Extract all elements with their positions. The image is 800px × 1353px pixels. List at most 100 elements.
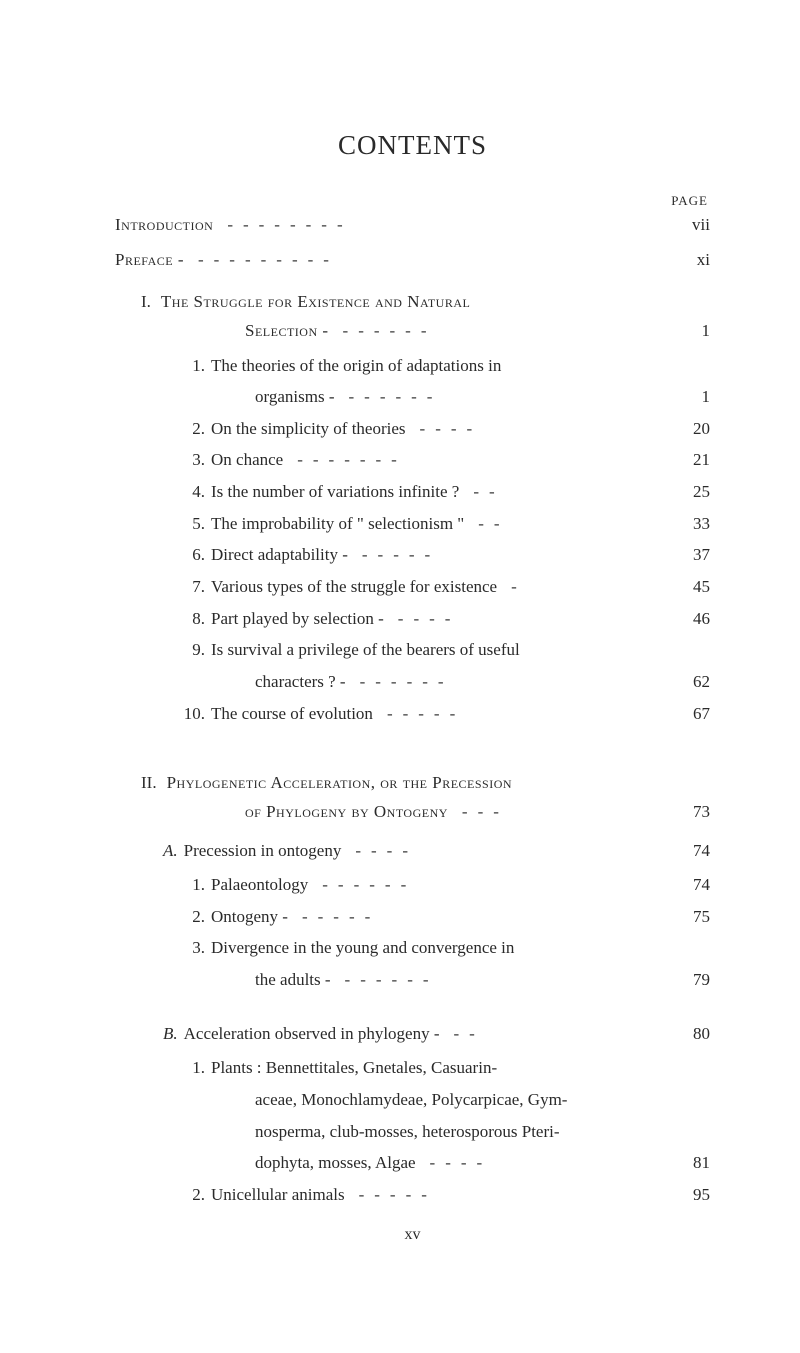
toc-label: 7.Various types of the struggle for exis…: [183, 575, 660, 600]
toc-text: Unicellular animals: [211, 1183, 345, 1208]
toc-label: B.Acceleration observed in phylogeny ---: [163, 1022, 660, 1047]
toc-text: Direct adaptability -: [211, 543, 348, 568]
toc-row: I.The Struggle for Existence and Natural: [141, 290, 710, 315]
toc-label: of Phylogeny by Ontogeny---: [245, 800, 660, 825]
leader-dashes: --------: [213, 213, 660, 238]
toc-text: The course of evolution: [211, 702, 373, 727]
page-number: 1: [660, 319, 710, 344]
toc-text: Plants : Bennettitales, Gnetales, Casuar…: [211, 1056, 497, 1081]
page-number: vii: [660, 213, 710, 238]
toc-label: 5.The improbability of " selectionism "-…: [183, 512, 660, 537]
page-number: 21: [660, 448, 710, 473]
toc-row: 1.Plants : Bennettitales, Gnetales, Casu…: [183, 1056, 710, 1081]
item-number: 1.: [183, 873, 205, 898]
toc-label: 3.Divergence in the young and convergenc…: [183, 936, 710, 961]
toc-row: dophyta, mosses, Algae----81: [255, 1151, 710, 1176]
toc-text: The theories of the origin of adaptation…: [211, 354, 501, 379]
toc-row: aceae, Monochlamydeae, Polycarpicae, Gym…: [255, 1088, 710, 1113]
leader-dashes: ------: [335, 385, 661, 410]
page-number: 20: [660, 417, 710, 442]
roman-numeral: I.: [141, 290, 151, 315]
letter-prefix: A.: [163, 839, 178, 864]
leader-dashes: ----: [406, 417, 660, 442]
leader-dashes: --: [464, 512, 660, 537]
toc-row: 9.Is survival a privilege of the bearers…: [183, 638, 710, 663]
leader-dashes: ---------: [184, 248, 660, 273]
toc-row: 2.On the simplicity of theories----20: [183, 417, 710, 442]
toc-text: aceae, Monochlamydeae, Polycarpicae, Gym…: [255, 1088, 567, 1113]
page-number: 33: [660, 512, 710, 537]
toc-label: Selection -------: [245, 319, 660, 344]
toc-label: the adults -------: [255, 968, 660, 993]
toc-row: 10. The course of evolution-----67: [183, 702, 710, 727]
toc-label: 2.On the simplicity of theories----: [183, 417, 660, 442]
toc-text: characters ? -: [255, 670, 346, 695]
toc-text: Palaeontology: [211, 873, 308, 898]
toc-label: 2.Ontogeny ------: [183, 905, 660, 930]
item-number: 8.: [183, 607, 205, 632]
item-number: 10.: [183, 702, 205, 727]
item-number: 5.: [183, 512, 205, 537]
item-number: 9.: [183, 638, 205, 663]
item-number: 2.: [183, 1183, 205, 1208]
leader-dashes: ------: [346, 670, 660, 695]
toc-text: Various types of the struggle for existe…: [211, 575, 497, 600]
page-number: 67: [660, 702, 710, 727]
toc-label: Preface ----------: [115, 248, 660, 273]
toc-text: On the simplicity of theories: [211, 417, 406, 442]
toc-label: 8.Part played by selection -----: [183, 607, 660, 632]
toc-row: 3.Divergence in the young and convergenc…: [183, 936, 710, 961]
footer-page-number: xv: [115, 1226, 710, 1244]
toc-label: 4.Is the number of variations infinite ?…: [183, 480, 660, 505]
toc-text: Part played by selection -: [211, 607, 384, 632]
item-number: 3.: [183, 936, 205, 961]
toc-label: 9.Is survival a privilege of the bearers…: [183, 638, 710, 663]
toc-text: organisms -: [255, 385, 335, 410]
section-gap: [115, 733, 710, 753]
toc-label: 1.Plants : Bennettitales, Gnetales, Casu…: [183, 1056, 710, 1081]
toc-row: 7.Various types of the struggle for exis…: [183, 575, 710, 600]
roman-numeral: II.: [141, 771, 157, 796]
toc-text: Precession in ontogeny: [184, 839, 342, 864]
toc-label: II. Phylogenetic Acceleration, or the Pre…: [141, 771, 710, 796]
toc-text: Preface -: [115, 248, 184, 273]
toc-row: Introduction--------vii: [115, 213, 710, 238]
toc-text: Selection -: [245, 319, 329, 344]
toc-row: 2.Ontogeny ------75: [183, 905, 710, 930]
page-number: 37: [660, 543, 710, 568]
letter-prefix: B.: [163, 1022, 178, 1047]
page-number: 74: [660, 873, 710, 898]
leader-dashes: -----: [373, 702, 660, 727]
toc-row: B.Acceleration observed in phylogeny ---…: [163, 1022, 710, 1047]
page-number: 62: [660, 670, 710, 695]
item-number: 1.: [183, 354, 205, 379]
toc-text: dophyta, mosses, Algae: [255, 1151, 416, 1176]
page-number: xi: [660, 248, 710, 273]
toc-label: 10. The course of evolution-----: [183, 702, 660, 727]
leader-dashes: ------: [308, 873, 660, 898]
item-number: 3.: [183, 448, 205, 473]
page-number: 73: [660, 800, 710, 825]
page-number: 79: [660, 968, 710, 993]
toc-text: Phylogenetic Acceleration, or the Preces…: [167, 771, 512, 796]
toc-row: 6.Direct adaptability ------37: [183, 543, 710, 568]
leader-dashes: --: [459, 480, 660, 505]
item-number: 7.: [183, 575, 205, 600]
toc-label: I.The Struggle for Existence and Natural: [141, 290, 710, 315]
leader-dashes: ---: [448, 800, 660, 825]
leader-dashes: -----: [345, 1183, 660, 1208]
table-of-contents: Introduction--------viiPreface ---------…: [115, 213, 710, 1208]
leader-dashes: ----: [341, 839, 660, 864]
leader-dashes: -----: [348, 543, 660, 568]
toc-row: organisms -------1: [255, 385, 710, 410]
item-number: 4.: [183, 480, 205, 505]
page-number: 75: [660, 905, 710, 930]
toc-text: Is the number of variations infinite ?: [211, 480, 459, 505]
toc-row: Preface ----------xi: [115, 248, 710, 273]
toc-row: A.Precession in ontogeny----74: [163, 839, 710, 864]
toc-row: II. Phylogenetic Acceleration, or the Pre…: [141, 771, 710, 796]
toc-label: A.Precession in ontogeny----: [163, 839, 660, 864]
leader-dashes: -----: [288, 905, 660, 930]
toc-row: 1.The theories of the origin of adaptati…: [183, 354, 710, 379]
toc-row: 8.Part played by selection -----46: [183, 607, 710, 632]
